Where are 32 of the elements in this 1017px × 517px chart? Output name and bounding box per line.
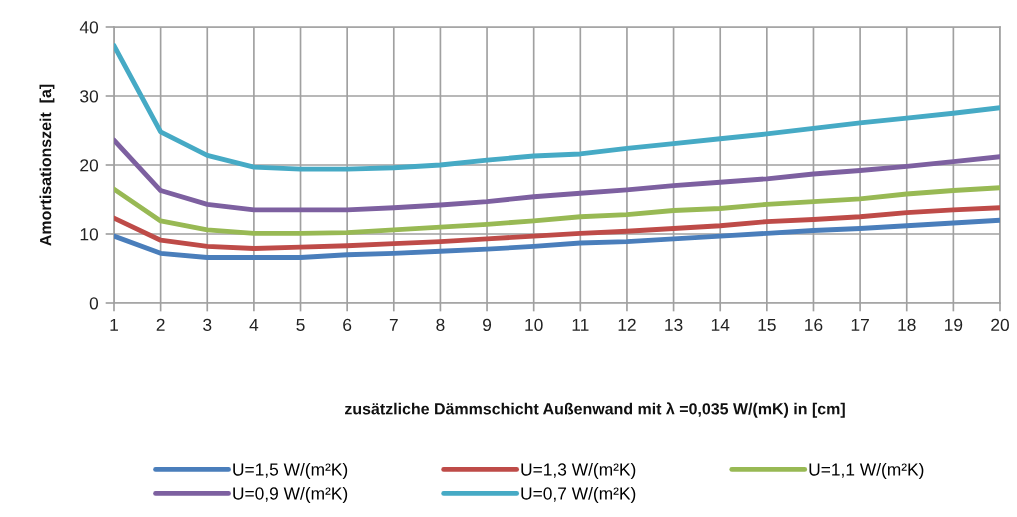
y-axis-title: Amortisationszeit [a]: [39, 84, 55, 246]
x-tick-label: 3: [203, 318, 212, 332]
legend-label: U=0,7 W/(m²K): [521, 486, 636, 504]
legend-label: U=1,3 W/(m²K): [521, 462, 636, 480]
x-tick-label: 13: [665, 318, 683, 332]
legend-label: U=0,9 W/(m²K): [233, 486, 348, 504]
x-tick-label: 11: [572, 318, 589, 331]
x-tick-label: 15: [758, 318, 776, 332]
x-tick-label: 1: [110, 318, 118, 331]
x-axis-title: zusätzliche Dämmschicht Außenwand mit λ =0,035 W/(mK) in [cm]: [345, 402, 845, 418]
x-tick-label: 7: [389, 318, 398, 331]
legend-label: U=1,5 W/(m²K): [233, 462, 348, 480]
x-tick-label: 10: [525, 318, 543, 332]
x-tick-label: 19: [945, 318, 963, 332]
x-tick-label: 12: [618, 318, 636, 331]
x-tick-label: 4: [249, 318, 259, 331]
x-tick-label: 17: [851, 318, 869, 331]
y-tick-label: 10: [80, 228, 99, 241]
y-tick-label: 30: [80, 90, 99, 103]
x-tick-label: 9: [483, 318, 492, 332]
x-tick-label: 16: [805, 318, 823, 332]
x-tick-label: 20: [991, 318, 1009, 332]
x-tick-label: 2: [156, 318, 165, 331]
y-tick-label: 40: [79, 21, 99, 34]
x-tick-label: 6: [343, 318, 352, 332]
x-tick-label: 14: [711, 318, 730, 331]
y-tick-label: 0: [89, 297, 99, 310]
x-tick-label: 5: [296, 318, 305, 332]
y-tick-label: 20: [80, 159, 99, 172]
x-tick-label: 18: [898, 318, 916, 332]
legend-label: U=1,1 W/(m²K): [809, 462, 924, 480]
x-tick-label: 8: [436, 318, 445, 332]
